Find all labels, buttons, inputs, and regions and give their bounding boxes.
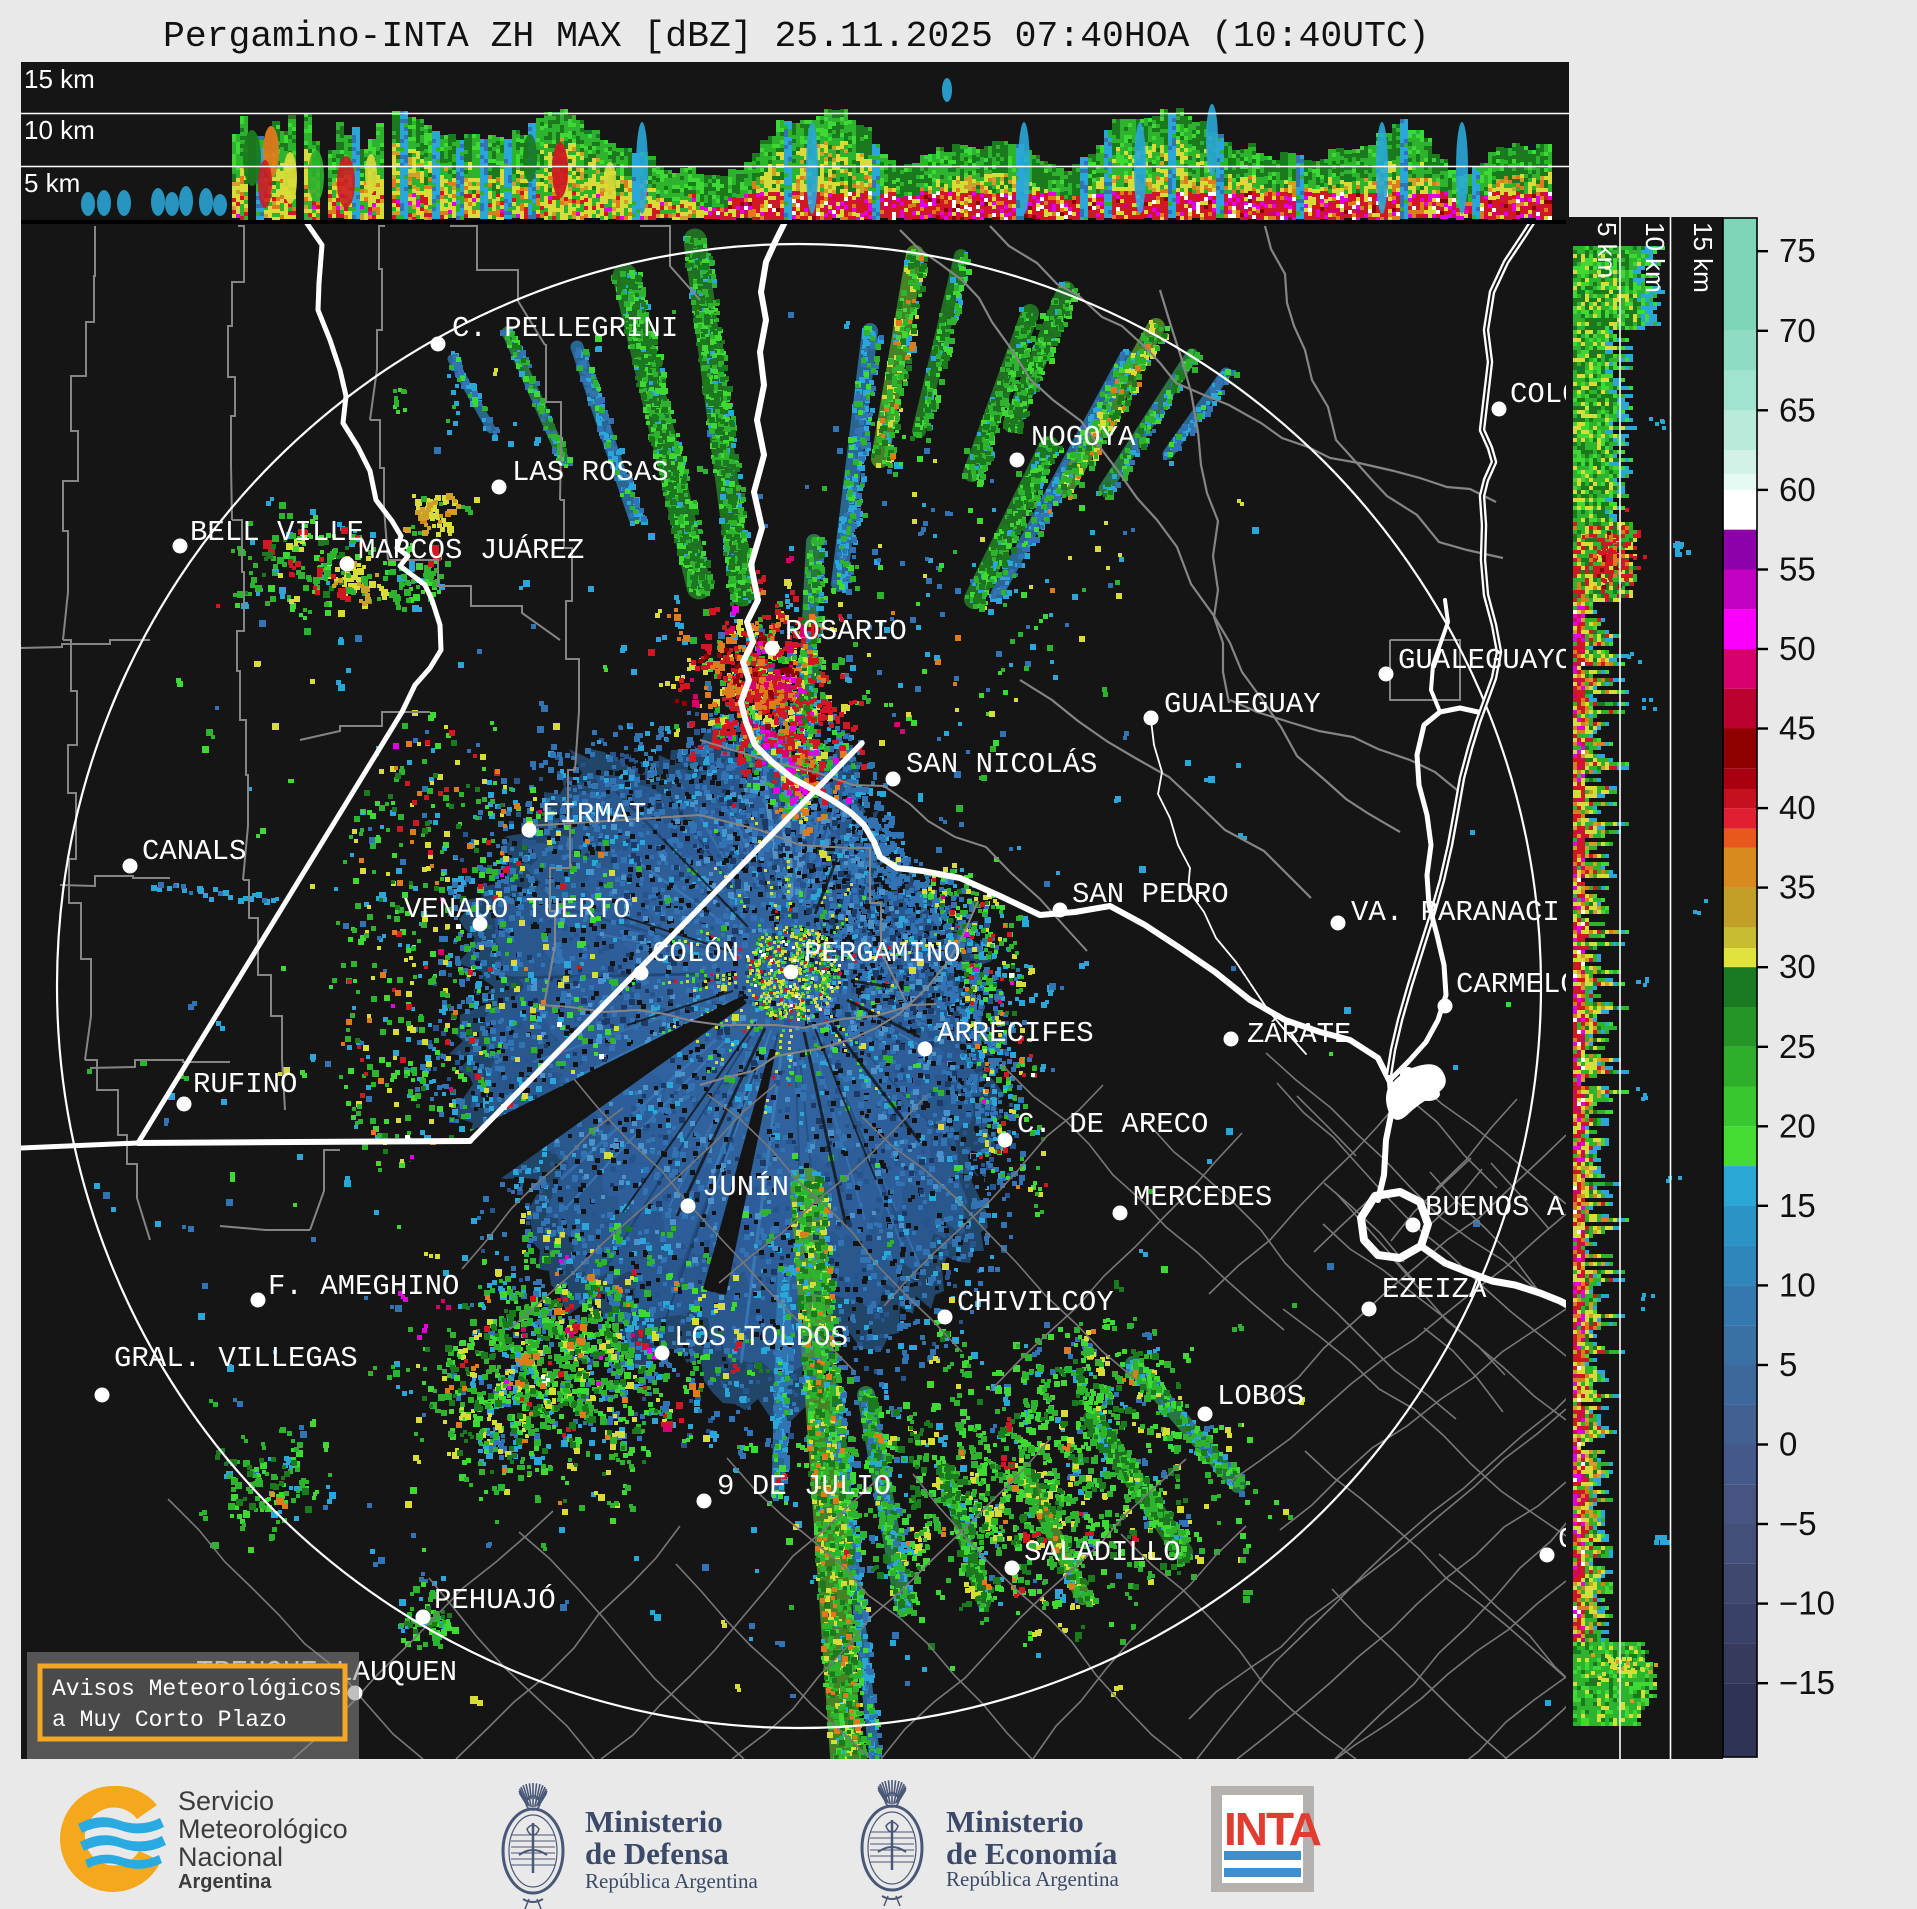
- svg-text:CHIVILCOY: CHIVILCOY: [957, 1286, 1114, 1319]
- svg-text:CANALS: CANALS: [142, 835, 246, 868]
- svg-text:20: 20: [1779, 1107, 1816, 1144]
- svg-text:CHA: CHA: [1558, 1523, 1611, 1556]
- svg-text:50: 50: [1779, 630, 1816, 667]
- svg-text:a Muy Corto Plazo: a Muy Corto Plazo: [52, 1707, 287, 1733]
- svg-text:RUFINO: RUFINO: [193, 1068, 297, 1101]
- svg-text:EZEIZA: EZEIZA: [1382, 1273, 1487, 1306]
- svg-text:de Economía: de Economía: [946, 1836, 1118, 1871]
- svg-text:PERGAMINO: PERGAMINO: [804, 937, 961, 970]
- svg-text:República Argentina: República Argentina: [585, 1869, 758, 1893]
- svg-text:República Argentina: República Argentina: [946, 1867, 1119, 1891]
- svg-text:55: 55: [1779, 551, 1816, 588]
- svg-text:C. DE ARECO: C. DE ARECO: [1017, 1108, 1208, 1141]
- svg-text:15: 15: [1779, 1187, 1816, 1224]
- svg-text:de Defensa: de Defensa: [585, 1836, 729, 1871]
- svg-text:ZÁRATE: ZÁRATE: [1247, 1017, 1351, 1051]
- svg-text:LAS ROSAS: LAS ROSAS: [512, 456, 669, 489]
- svg-text:0: 0: [1779, 1426, 1797, 1463]
- svg-text:FIRMAT: FIRMAT: [542, 798, 646, 831]
- svg-text:LOS TOLDOS: LOS TOLDOS: [674, 1321, 848, 1354]
- svg-text:VENADO TUERTO: VENADO TUERTO: [404, 893, 630, 926]
- svg-text:SALADILLO: SALADILLO: [1024, 1536, 1181, 1569]
- svg-text:MARCOS JUÁREZ: MARCOS JUÁREZ: [358, 533, 584, 567]
- svg-text:45: 45: [1779, 710, 1816, 747]
- svg-text:Ministerio: Ministerio: [585, 1804, 723, 1839]
- svg-text:65: 65: [1779, 391, 1816, 428]
- svg-text:15 km: 15 km: [24, 64, 95, 94]
- svg-text:BUENOS A: BUENOS A: [1425, 1191, 1565, 1224]
- svg-text:25: 25: [1779, 1028, 1816, 1065]
- svg-text:Ministerio: Ministerio: [946, 1804, 1084, 1839]
- svg-text:Meteorológico: Meteorológico: [178, 1814, 348, 1844]
- svg-text:Pergamino-INTA ZH MAX [dBZ] 25: Pergamino-INTA ZH MAX [dBZ] 25.11.2025 0…: [163, 16, 1430, 57]
- svg-text:C. PELLEGRINI: C. PELLEGRINI: [452, 312, 678, 345]
- svg-text:15 km: 15 km: [1688, 222, 1718, 293]
- svg-text:−5: −5: [1779, 1505, 1817, 1542]
- svg-text:60: 60: [1779, 471, 1816, 508]
- svg-text:JUNÍN: JUNÍN: [702, 1170, 789, 1204]
- svg-text:5 km: 5 km: [1592, 222, 1622, 278]
- svg-text:−10: −10: [1779, 1585, 1835, 1622]
- svg-text:Servicio: Servicio: [178, 1786, 274, 1816]
- svg-text:Avisos Meteorológicos: Avisos Meteorológicos: [52, 1676, 342, 1702]
- svg-text:Nacional: Nacional: [178, 1842, 283, 1872]
- svg-text:MERCEDES: MERCEDES: [1133, 1181, 1272, 1214]
- svg-text:10: 10: [1779, 1266, 1816, 1303]
- svg-text:LOBOS: LOBOS: [1217, 1380, 1304, 1413]
- svg-text:70: 70: [1779, 312, 1816, 349]
- svg-text:30: 30: [1779, 948, 1816, 985]
- svg-text:Argentina: Argentina: [178, 1871, 272, 1893]
- svg-text:GUALEGUAYC: GUALEGUAYC: [1398, 644, 1572, 677]
- svg-text:−15: −15: [1779, 1664, 1835, 1701]
- svg-text:75: 75: [1779, 232, 1816, 269]
- svg-text:F. AMEGHINO: F. AMEGHINO: [268, 1270, 459, 1303]
- svg-text:COLÓN: COLÓN: [1510, 377, 1597, 411]
- svg-text:35: 35: [1779, 869, 1816, 906]
- svg-text:NOGOYA: NOGOYA: [1031, 421, 1136, 454]
- svg-text:10 km: 10 km: [1640, 222, 1670, 293]
- svg-text:5 km: 5 km: [24, 168, 80, 198]
- svg-text:9 DE JULIO: 9 DE JULIO: [717, 1470, 891, 1503]
- svg-text:CARMELO: CARMELO: [1456, 968, 1578, 1001]
- svg-text:VA. PARANACI: VA. PARANACI: [1351, 896, 1560, 929]
- svg-text:BELL VILLE: BELL VILLE: [190, 516, 364, 549]
- svg-text:40: 40: [1779, 789, 1816, 826]
- svg-text:INTA: INTA: [1224, 1803, 1321, 1855]
- svg-text:5: 5: [1779, 1346, 1797, 1383]
- svg-text:COLÓN: COLÓN: [652, 936, 739, 970]
- svg-text:10 km: 10 km: [24, 115, 95, 145]
- svg-text:ROSARIO: ROSARIO: [785, 615, 907, 648]
- svg-text:GUALEGUAY: GUALEGUAY: [1164, 688, 1321, 721]
- svg-text:PEHUAJÓ: PEHUAJÓ: [434, 1583, 556, 1617]
- svg-text:SAN PEDRO: SAN PEDRO: [1072, 878, 1229, 911]
- svg-text:ARRECIFES: ARRECIFES: [937, 1017, 1094, 1050]
- svg-text:SAN NICOLÁS: SAN NICOLÁS: [906, 747, 1097, 781]
- svg-text:GRAL. VILLEGAS: GRAL. VILLEGAS: [114, 1342, 358, 1375]
